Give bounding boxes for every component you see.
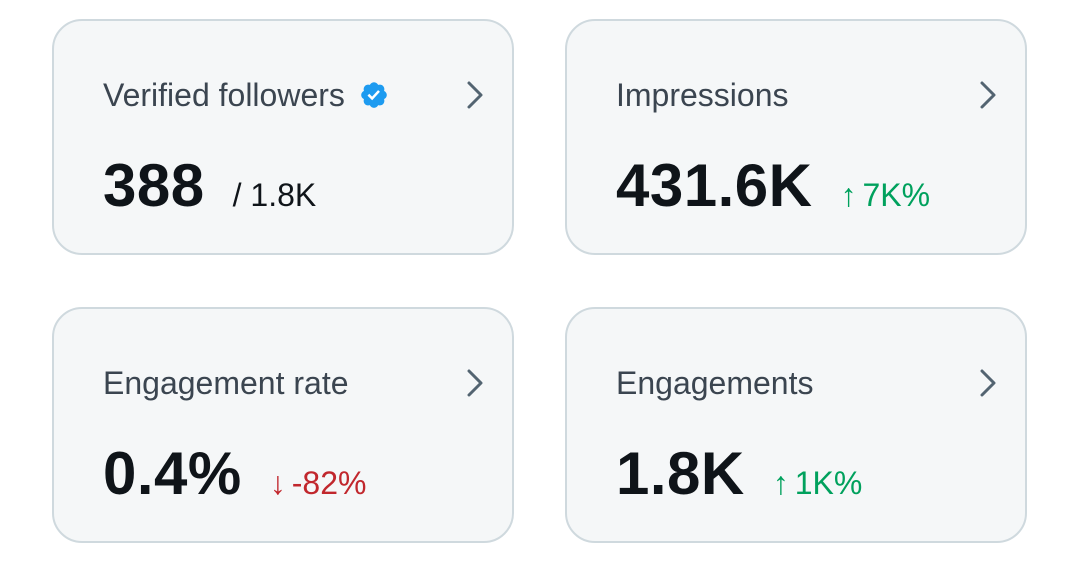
card-title: Engagements (616, 363, 813, 403)
engagement-rate-value: 0.4% (103, 440, 242, 507)
value-row: 431.6K ↑ 7K% (616, 151, 930, 221)
engagements-card[interactable]: Engagements 1.8K ↑ 1K% (565, 307, 1027, 543)
arrow-up-icon: ↑ (840, 177, 857, 213)
engagement-rate-card[interactable]: Engagement rate 0.4% ↓ -82% (52, 307, 514, 543)
impressions-delta-value: 7K% (862, 177, 931, 213)
verified-followers-value: 388 (103, 152, 205, 219)
chevron-right-icon[interactable] (977, 79, 999, 111)
chevron-right-icon[interactable] (464, 367, 486, 399)
card-title: Impressions (616, 75, 789, 115)
engagement-rate-label: Engagement rate (103, 365, 349, 401)
verified-badge-icon (361, 82, 387, 108)
impressions-delta: ↑ 7K% (840, 177, 930, 214)
impressions-label: Impressions (616, 77, 789, 113)
engagements-delta-value: 1K% (794, 465, 863, 501)
engagement-rate-delta: ↓ -82% (270, 465, 367, 502)
chevron-right-icon[interactable] (977, 367, 999, 399)
card-title: Engagement rate (103, 363, 349, 403)
value-row: 1.8K ↑ 1K% (616, 439, 862, 509)
engagements-delta: ↑ 1K% (773, 465, 863, 502)
total-followers-value: / 1.8K (232, 177, 317, 213)
card-title: Verified followers (103, 75, 389, 115)
engagement-rate-delta-value: -82% (291, 465, 367, 501)
value-row: 388 / 1.8K (103, 151, 316, 221)
chevron-right-icon[interactable] (464, 79, 486, 111)
value-row: 0.4% ↓ -82% (103, 439, 366, 509)
engagements-value: 1.8K (616, 440, 745, 507)
impressions-card[interactable]: Impressions 431.6K ↑ 7K% (565, 19, 1027, 255)
arrow-down-icon: ↓ (269, 465, 286, 501)
verified-followers-card[interactable]: Verified followers 388 / 1.8K (52, 19, 514, 255)
engagements-label: Engagements (616, 365, 814, 401)
verified-followers-label: Verified followers (103, 77, 345, 113)
impressions-value: 431.6K (616, 152, 813, 219)
arrow-up-icon: ↑ (772, 465, 789, 501)
